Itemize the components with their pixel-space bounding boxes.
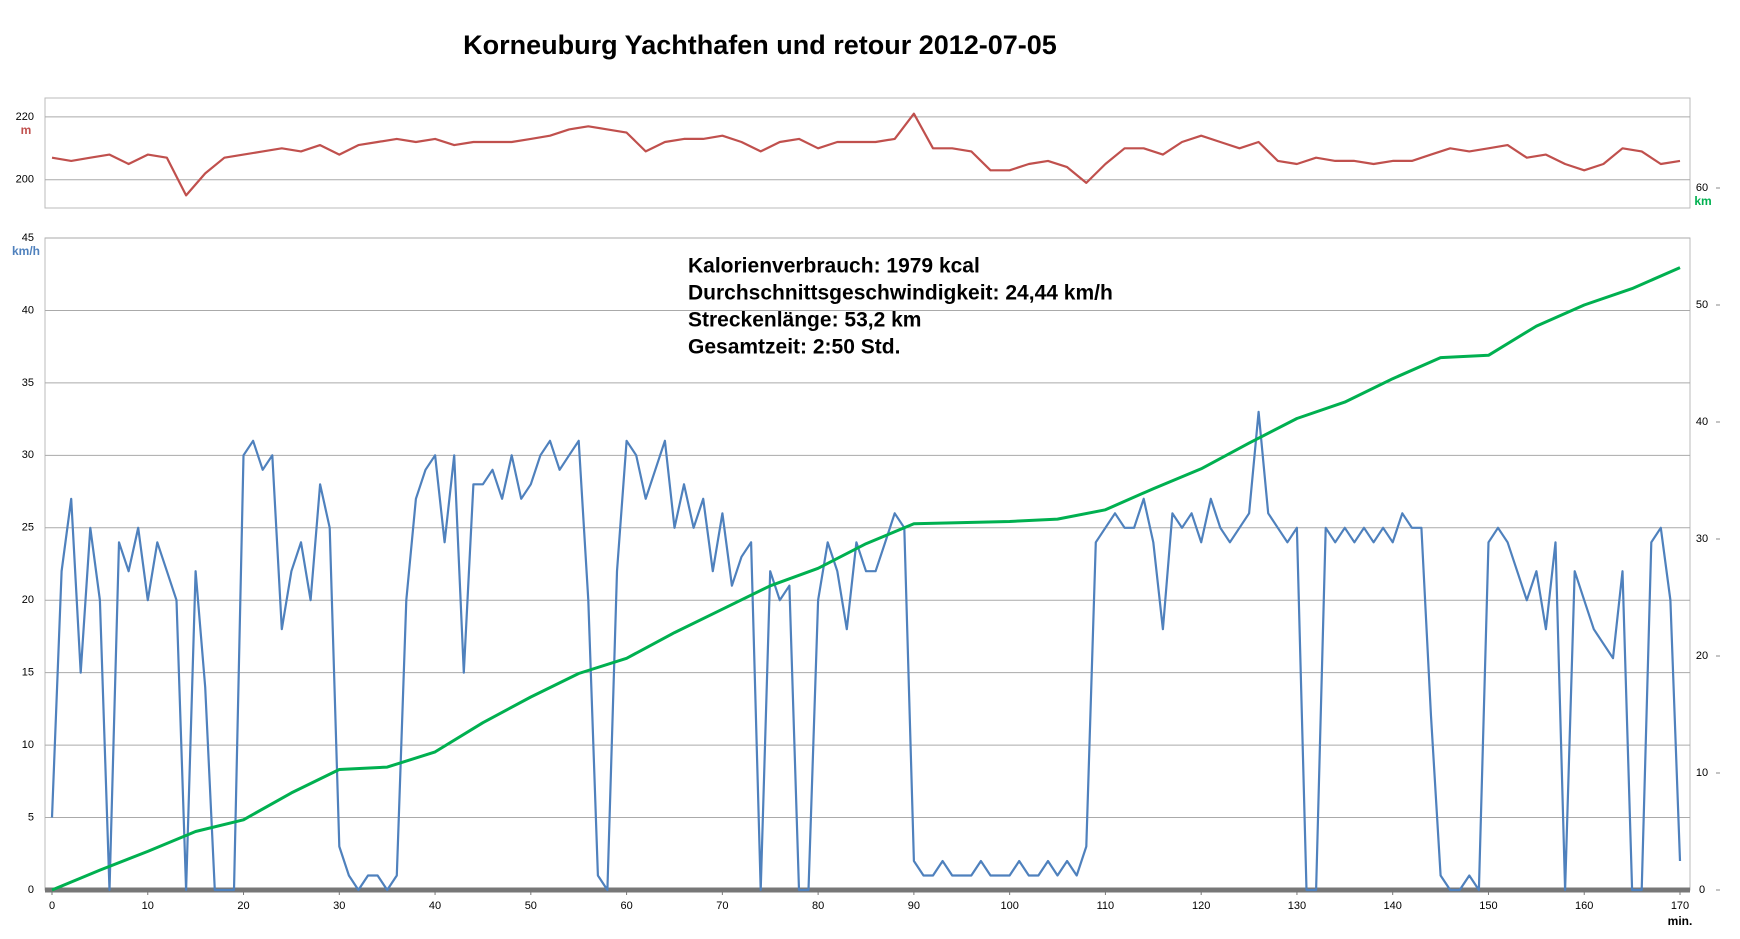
x-tick-label: 60 [620, 900, 632, 912]
y-tick-label: 0 [28, 884, 34, 896]
x-tick-label: 90 [908, 900, 920, 912]
data-line [51, 266, 1681, 892]
x-tick-label: 10 [142, 900, 154, 912]
y-axis-unit: m [21, 123, 32, 137]
x-tick-label: 40 [429, 900, 441, 912]
y2-tick-label: 10 [1696, 767, 1708, 779]
x-tick-label: 20 [237, 900, 249, 912]
y2-tick-label: 40 [1696, 416, 1708, 428]
x-tick-label: 50 [525, 900, 537, 912]
y2-tick-label: 60 [1696, 182, 1708, 194]
annotation: Durchschnittsgeschwindigkeit: 24,44 km/h [688, 282, 1113, 305]
x-tick-label: 80 [812, 900, 824, 912]
annotation: Gesamtzeit: 2:50 Std. [688, 336, 900, 359]
y-tick-label: 220 [16, 111, 34, 123]
y-tick-label: 25 [22, 522, 34, 534]
x-tick-label: 0 [49, 900, 55, 912]
y-tick-label: 45 [22, 232, 34, 244]
y-tick-label: 40 [22, 304, 34, 316]
x-tick-label: 100 [1000, 900, 1018, 912]
x-tick-label: 160 [1575, 900, 1593, 912]
annotation: Streckenlänge: 53,2 km [688, 309, 921, 332]
y2-tick-label: 0 [1699, 884, 1705, 896]
x-tick-label: 120 [1192, 900, 1210, 912]
y-tick-label: 5 [28, 811, 34, 823]
y2-tick-label: 50 [1696, 299, 1708, 311]
x-tick-label: 140 [1384, 900, 1402, 912]
plot-frame [44, 97, 1691, 209]
data-line [51, 112, 1681, 197]
chart-title: Korneuburg Yachthafen und retour 2012-07… [463, 30, 1057, 60]
x-tick-label: 30 [333, 900, 345, 912]
y-tick-label: 10 [22, 739, 34, 751]
y-tick-label: 20 [22, 594, 34, 606]
x-tick-label: 130 [1288, 900, 1306, 912]
x-tick-label: 150 [1479, 900, 1497, 912]
x-axis-unit: min. [1668, 914, 1693, 928]
x-tick-label: 70 [716, 900, 728, 912]
x-tick-label: 170 [1671, 900, 1689, 912]
y-tick-label: 30 [22, 449, 34, 461]
y2-tick-label: 20 [1696, 650, 1708, 662]
y-tick-label: 35 [22, 377, 34, 389]
y-tick-label: 200 [16, 174, 34, 186]
y-tick-label: 15 [22, 667, 34, 679]
data-line [50, 410, 1682, 892]
x-tick-label: 110 [1097, 900, 1115, 912]
y2-axis-unit: km [1694, 194, 1711, 208]
annotation: Kalorienverbrauch: 1979 kcal [688, 255, 980, 278]
y2-tick-label: 30 [1696, 533, 1708, 545]
y-axis-unit: km/h [12, 244, 40, 258]
